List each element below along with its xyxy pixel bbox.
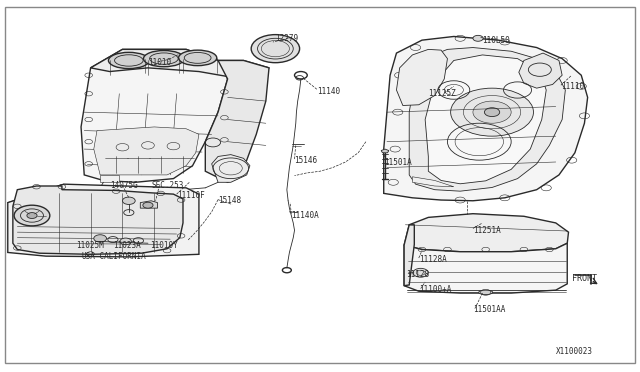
Circle shape bbox=[143, 202, 153, 208]
Polygon shape bbox=[384, 36, 588, 201]
Text: USA-CALIFORNIA: USA-CALIFORNIA bbox=[81, 251, 146, 261]
Ellipse shape bbox=[479, 290, 493, 295]
Ellipse shape bbox=[108, 52, 149, 68]
Text: 11140A: 11140A bbox=[291, 211, 319, 220]
Text: 11010: 11010 bbox=[148, 58, 171, 67]
Circle shape bbox=[451, 88, 534, 136]
Text: 12279: 12279 bbox=[275, 34, 298, 43]
Polygon shape bbox=[519, 53, 562, 88]
Circle shape bbox=[120, 238, 131, 245]
Polygon shape bbox=[212, 155, 250, 182]
Polygon shape bbox=[396, 49, 447, 106]
Text: 11100+A: 11100+A bbox=[419, 285, 451, 294]
Polygon shape bbox=[91, 49, 269, 77]
Polygon shape bbox=[425, 55, 546, 184]
Circle shape bbox=[122, 197, 135, 205]
Text: SEC.253: SEC.253 bbox=[151, 182, 184, 190]
Circle shape bbox=[473, 35, 483, 41]
Polygon shape bbox=[381, 149, 389, 153]
Polygon shape bbox=[409, 48, 565, 191]
Text: 15146: 15146 bbox=[294, 155, 317, 165]
Text: FRONT: FRONT bbox=[572, 274, 596, 283]
Polygon shape bbox=[100, 175, 119, 182]
Text: 11128A: 11128A bbox=[419, 255, 447, 264]
Circle shape bbox=[27, 212, 37, 218]
Polygon shape bbox=[205, 61, 269, 182]
Text: 11251A: 11251A bbox=[473, 226, 500, 235]
Circle shape bbox=[413, 268, 428, 277]
Text: 11010Y: 11010Y bbox=[150, 241, 179, 250]
Text: 110L50: 110L50 bbox=[483, 36, 510, 45]
Ellipse shape bbox=[179, 50, 217, 65]
Text: 11025M: 11025M bbox=[77, 241, 104, 250]
Text: 11125Z: 11125Z bbox=[428, 89, 456, 98]
Circle shape bbox=[14, 205, 50, 226]
Text: 15148: 15148 bbox=[218, 196, 241, 205]
Text: 11140: 11140 bbox=[317, 87, 340, 96]
Text: 11128: 11128 bbox=[406, 270, 429, 279]
Circle shape bbox=[484, 108, 500, 116]
Polygon shape bbox=[81, 49, 228, 182]
Text: 11110F: 11110F bbox=[177, 191, 204, 200]
Polygon shape bbox=[412, 177, 454, 187]
Circle shape bbox=[251, 35, 300, 62]
Polygon shape bbox=[140, 201, 157, 208]
Ellipse shape bbox=[143, 51, 184, 67]
Text: X1100023: X1100023 bbox=[556, 347, 593, 356]
Text: 11501AA: 11501AA bbox=[473, 305, 506, 314]
Text: 11501A: 11501A bbox=[384, 157, 412, 167]
Text: 11023A: 11023A bbox=[113, 241, 141, 250]
Text: 11110: 11110 bbox=[561, 82, 584, 91]
Text: 14075G: 14075G bbox=[109, 182, 138, 190]
Circle shape bbox=[473, 101, 511, 123]
Polygon shape bbox=[404, 225, 414, 286]
Polygon shape bbox=[8, 184, 199, 257]
Polygon shape bbox=[404, 243, 567, 293]
Polygon shape bbox=[13, 186, 183, 254]
Polygon shape bbox=[94, 127, 199, 175]
Circle shape bbox=[94, 235, 106, 242]
Polygon shape bbox=[404, 214, 568, 252]
